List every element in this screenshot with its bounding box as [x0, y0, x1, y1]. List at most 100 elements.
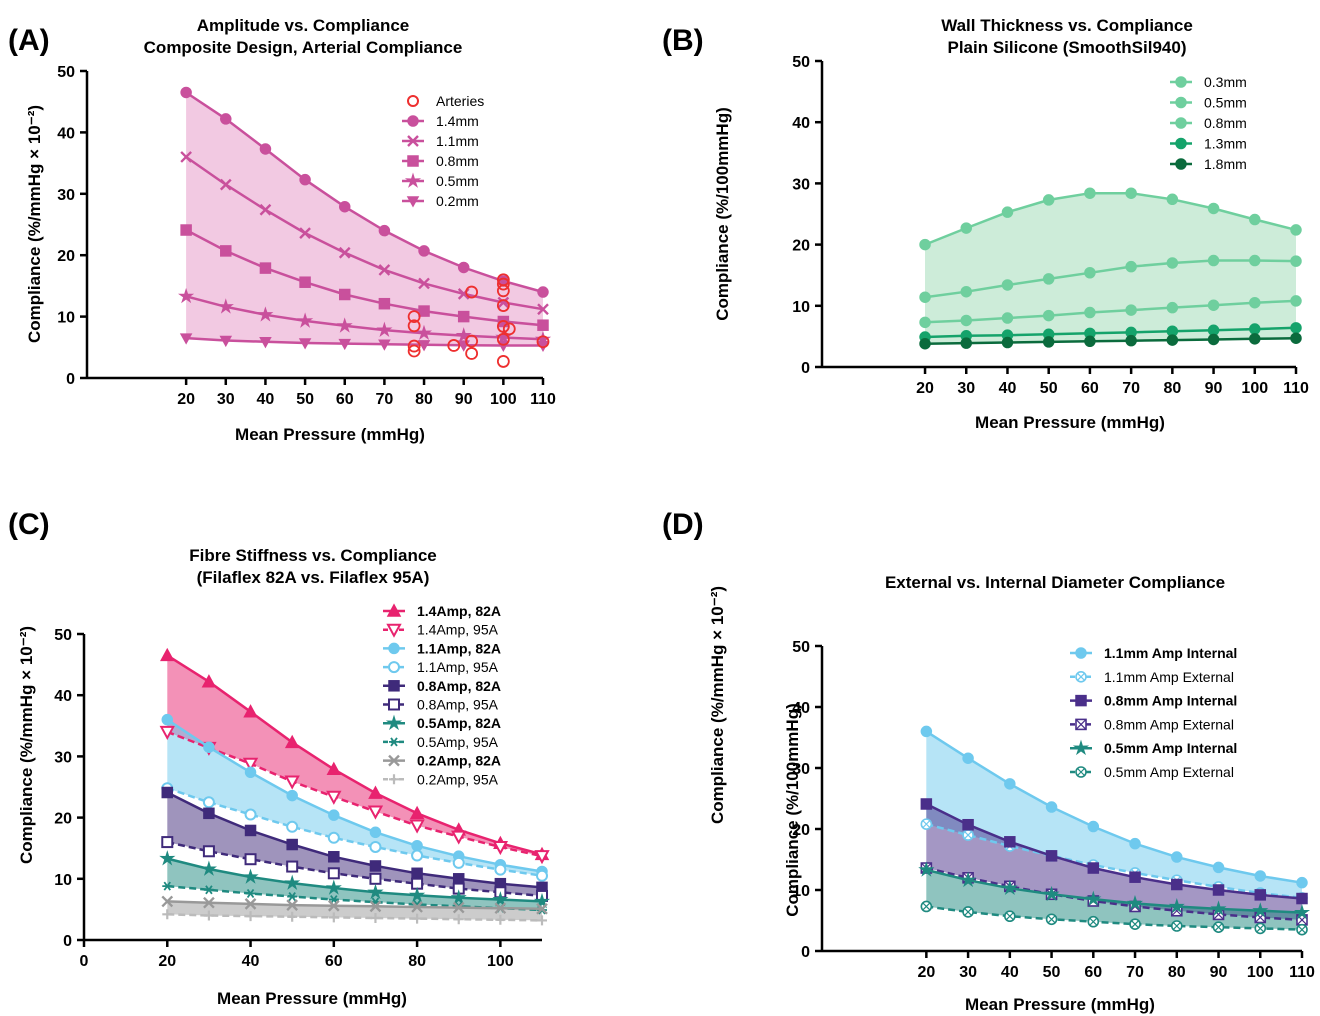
chart-a-point-1-4mm-70 — [378, 224, 391, 237]
chart-b-legend: 0.3mm 0.5mm 0.8mm 1.3mm 1.8mm — [1170, 74, 1247, 172]
chart-c-series-1-1amp-95a-line — [166, 787, 543, 877]
chart-d-legend-marker-0-8mm-amp-external-cross — [1075, 718, 1087, 730]
chart-d-series-1-1mm-amp-external-line — [925, 822, 1303, 900]
chart-a-artery-point-10 — [496, 277, 510, 291]
chart-a-y-tick-label-50: 50 — [57, 64, 75, 81]
chart-d-legend-marker-0-8mm-amp-external — [1075, 718, 1087, 731]
chart-a-point-0-5mm-20 — [178, 287, 195, 304]
chart-c-point-1-4amp-95a-80 — [409, 819, 425, 834]
chart-c-point-0-5amp-82a-50 — [284, 874, 301, 890]
chart-d-point-0-5mm-amp-external-70-cross — [1131, 920, 1139, 929]
chart-c-fill-band-2 — [167, 719, 543, 876]
chart-d-point-1-1mm-amp-external-30-cross — [964, 831, 973, 840]
chart-a-point-0-2mm-30 — [219, 335, 233, 348]
chart-b-x-tick-label-60: 60 — [1081, 380, 1099, 397]
chart-d-point-0-8mm-amp-internal-100 — [1254, 889, 1267, 901]
chart-a-artery-point-6 — [465, 285, 479, 299]
chart-d-y-tick-label-20: 20 — [792, 822, 810, 839]
chart-d-point-0-5mm-amp-internal-40 — [1001, 879, 1018, 896]
chart-a-x-tick-label-100: 100 — [490, 391, 517, 408]
panel-b-title-line1: Wall Thickness vs. Compliance — [941, 16, 1193, 35]
chart-b-point-1-8mm-110 — [1290, 332, 1302, 344]
chart-c-series-0-2amp-82a-line — [167, 900, 543, 911]
panel-c: (C) Fibre Stiffness vs. Compliance (Fila… — [8, 508, 437, 1008]
chart-a-x-tick-label-110: 110 — [530, 391, 556, 408]
chart-c-point-0-8amp-95a-40 — [244, 853, 257, 866]
chart-c-point-0-2amp-95a-70 — [370, 912, 381, 923]
chart-a-point-1-1mm-30 — [219, 178, 232, 191]
chart-b-point-1-8mm-30 — [960, 337, 973, 349]
chart-a-artery-point-2 — [407, 319, 421, 333]
chart-a-legend: Arteries 1.4mm 1.1mm 0.8mm 0.5mm 0.2mm — [402, 93, 484, 209]
chart-b-point-0-5mm-100 — [1249, 254, 1261, 267]
chart-b-point-0-8mm-40 — [1001, 312, 1014, 324]
panel-d-y-axis-label-top: Compliance (%/mmHg × 10⁻²) — [708, 586, 727, 824]
chart-b-x-tick-label-110: 110 — [1283, 380, 1309, 397]
chart-a-legend-marker-0-2mm — [406, 196, 420, 208]
chart-d-legend: 1.1mm Amp Internal 1.1mm Amp External 0.8m… — [1070, 645, 1237, 780]
chart-a-series-0-5mm-line — [185, 295, 544, 341]
chart-a-series-1-4mm — [180, 86, 549, 298]
chart-d-point-1-1mm-amp-internal-40 — [1004, 778, 1016, 790]
chart-c-legend-label-0-2amp-95a: 0.2Amp, 95A — [417, 771, 499, 787]
chart-a-artery-point-14 — [496, 332, 510, 346]
panel-c-title-line2: (Filaflex 82A vs. Filaflex 95A) — [197, 568, 430, 587]
chart-b-series-0-3mm-line — [924, 191, 1297, 246]
chart-b-point-0-3mm-90 — [1207, 202, 1220, 215]
chart-a-x-tick-label-50: 50 — [296, 391, 314, 408]
chart-c-series-1-4amp-95a — [159, 725, 550, 865]
chart-d-series-1-1mm-amp-internal — [920, 725, 1308, 889]
chart-b-x-tick-label-80: 80 — [1163, 380, 1181, 397]
chart-c-point-0-2amp-82a-40 — [244, 898, 257, 910]
chart-c-legend-marker-0-2amp-82a — [388, 754, 400, 767]
chart-c-point-0-2amp-95a-90 — [453, 914, 464, 925]
chart-a-point-0-8mm-110 — [537, 319, 549, 331]
chart-d-x-tick-label-20: 20 — [917, 964, 935, 981]
chart-a-point-1-4mm-40 — [259, 143, 272, 155]
chart-c-y-tick-label-50: 50 — [54, 627, 72, 644]
panel-d-title: External vs. Internal Diameter Complianc… — [885, 573, 1225, 592]
chart-d-point-0-5mm-amp-internal-60 — [1085, 890, 1102, 907]
chart-c-point-0-8amp-95a-60 — [327, 867, 340, 880]
chart-b-series-0-8mm — [919, 295, 1302, 329]
chart-d-point-0-5mm-amp-external-40 — [1004, 910, 1016, 923]
chart-d-point-0-5mm-amp-external-50 — [1045, 913, 1058, 926]
chart-a-point-0-8mm-70 — [378, 297, 391, 310]
panel-a-title-line2: Composite Design, Arterial Compliance — [144, 38, 463, 57]
chart-a-x-tick-label-60: 60 — [336, 391, 354, 408]
chart-b-x-tick-label-90: 90 — [1205, 380, 1223, 397]
chart-d-point-0-5mm-amp-external-90-cross — [1214, 923, 1223, 932]
chart-b-series-0-5mm-line — [924, 259, 1297, 299]
chart-c-point-1-4amp-82a-30 — [201, 674, 217, 688]
chart-d-series-0-5mm-amp-internal-line — [926, 868, 1303, 914]
chart-d-point-0-5mm-amp-internal-90 — [1210, 900, 1227, 916]
chart-d-point-0-5mm-amp-external-50-cross — [1047, 915, 1056, 924]
chart-d-point-1-1mm-amp-internal-110 — [1296, 876, 1308, 889]
chart-a-point-0-8mm-50 — [299, 276, 311, 288]
chart-a-artery-point-12 — [496, 299, 510, 312]
chart-a-x-tick-label-30: 30 — [217, 391, 235, 408]
chart-a-point-1-4mm-60 — [338, 200, 351, 213]
chart-a-point-0-5mm-70 — [376, 321, 393, 338]
chart-c-point-1-1amp-95a-90 — [452, 856, 465, 869]
chart-d-point-0-5mm-amp-internal-30 — [960, 871, 977, 888]
chart-c-point-1-1amp-95a-80 — [411, 849, 424, 862]
chart-c-point-0-5amp-82a-110 — [533, 892, 551, 909]
chart-d-y-tick-label-50: 50 — [792, 639, 810, 656]
chart-d-point-1-1mm-amp-internal-60 — [1087, 820, 1100, 833]
chart-c-legend-label-0-8amp-82a: 0.8Amp, 82A — [417, 678, 501, 694]
chart-c-point-0-5amp-82a-60 — [325, 879, 342, 895]
chart-c-y-tick-label-0: 0 — [63, 933, 72, 950]
chart-b-y-tick-label-40: 40 — [792, 115, 810, 132]
chart-d-point-0-8mm-amp-internal-60 — [1087, 862, 1100, 874]
chart-a-legend-marker-1-1mm — [407, 135, 419, 147]
chart-b-legend-marker-1-8mm — [1175, 158, 1187, 170]
chart-b-legend-label-0-3mm: 0.3mm — [1204, 74, 1247, 90]
chart-b-y-tick-label-30: 30 — [792, 176, 810, 193]
chart-d-point-0-5mm-amp-external-90 — [1212, 921, 1225, 934]
chart-c-point-0-8amp-82a-50 — [286, 838, 298, 851]
chart-a-x-tick-label-80: 80 — [415, 391, 433, 408]
